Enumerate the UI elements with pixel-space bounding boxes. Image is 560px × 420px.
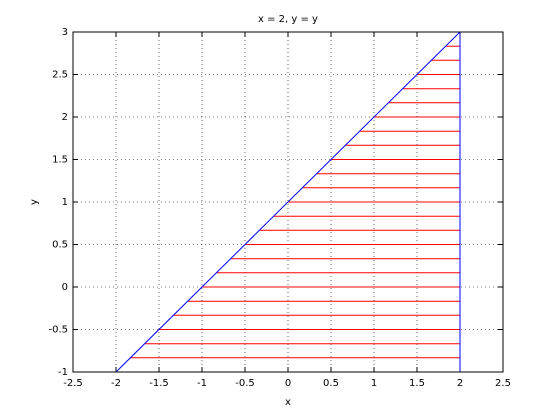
y-tick-label: -0.5 <box>48 325 68 336</box>
data-line <box>115 31 461 373</box>
x-tick-label: 0.5 <box>323 378 339 389</box>
y-tick-label: 1 <box>62 197 68 208</box>
y-tick-label: 3 <box>62 27 68 38</box>
y-tick-label: 2 <box>62 112 68 123</box>
x-tick-label: 2 <box>457 378 463 389</box>
x-tick-label: -1.5 <box>149 378 169 389</box>
y-tick-label: 0 <box>62 282 68 293</box>
y-axis-label: y <box>29 199 40 205</box>
x-tick-label: -2 <box>111 378 121 389</box>
x-tick-label: -1 <box>197 378 207 389</box>
x-tick-label: 2.5 <box>495 378 511 389</box>
x-tick-label: 0 <box>285 378 291 389</box>
y-tick-label: -1 <box>58 367 68 378</box>
y-tick-label: 0.5 <box>52 240 68 251</box>
x-tick-label: -0.5 <box>235 378 255 389</box>
plot-frame <box>72 31 504 373</box>
x-tick-label: 1 <box>371 378 377 389</box>
x-tick-label: 1.5 <box>409 378 425 389</box>
chart-title: x = 2, y = y <box>258 14 318 25</box>
y-tick-label: 1.5 <box>52 155 68 166</box>
x-axis-label: x <box>285 397 291 408</box>
x-tick-label: -2.5 <box>63 378 83 389</box>
y-tick-label: 2.5 <box>52 70 68 81</box>
